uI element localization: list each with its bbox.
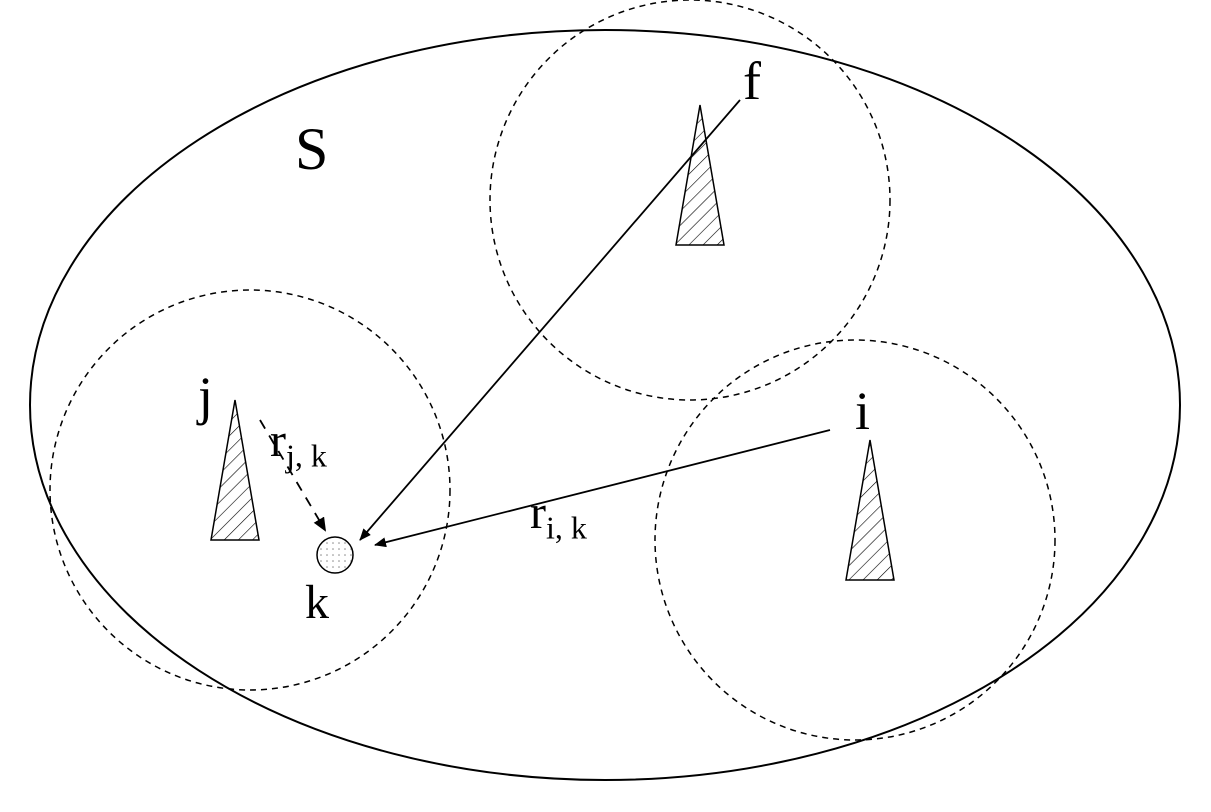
label-j: j bbox=[198, 365, 213, 427]
label-r-ik-sub: i, k bbox=[546, 510, 587, 546]
arrow-i-k bbox=[375, 430, 830, 545]
label-r-jk: rj, k bbox=[270, 413, 327, 475]
tower-j bbox=[211, 400, 259, 540]
label-i: i bbox=[855, 380, 870, 442]
label-r-ik: ri, k bbox=[530, 485, 587, 547]
node-k bbox=[317, 537, 353, 573]
label-k: k bbox=[305, 575, 329, 630]
diagram-canvas bbox=[0, 0, 1211, 812]
label-r-jk-sub: j, k bbox=[286, 438, 327, 474]
label-S: S bbox=[295, 115, 328, 184]
arrow-f-k bbox=[360, 100, 740, 540]
tower-i bbox=[846, 440, 894, 580]
label-f: f bbox=[743, 50, 761, 112]
